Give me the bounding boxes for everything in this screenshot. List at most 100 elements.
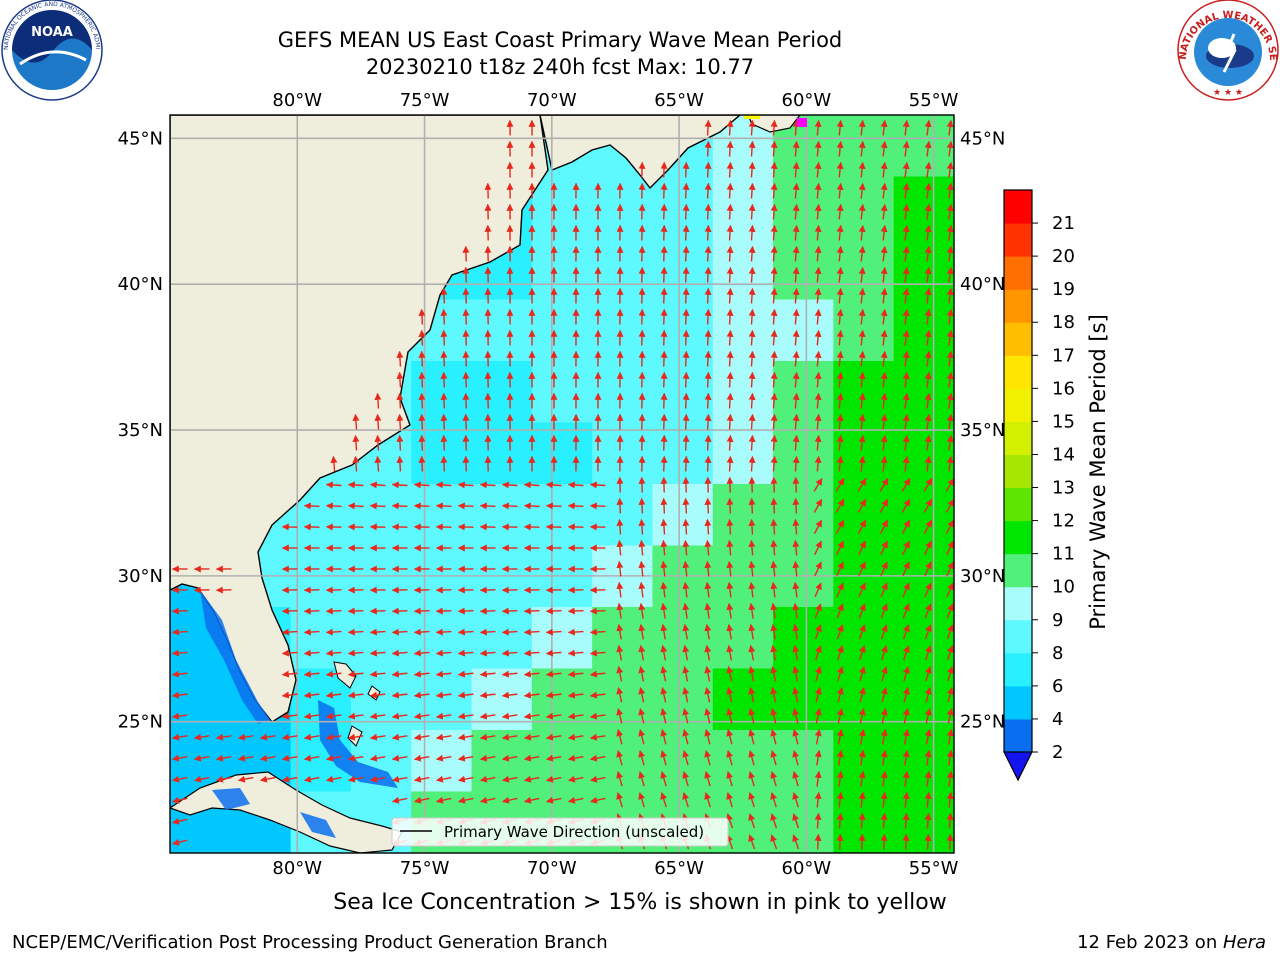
period-cell bbox=[531, 668, 593, 731]
wave-arrow bbox=[616, 644, 624, 661]
wave-arrow bbox=[259, 754, 276, 762]
wave-arrow bbox=[880, 455, 888, 472]
wave-arrow bbox=[946, 140, 954, 157]
colorbar-segment bbox=[1004, 421, 1032, 455]
wave-arrow bbox=[391, 691, 408, 699]
wave-arrow bbox=[616, 497, 624, 514]
wave-arrow bbox=[902, 119, 910, 136]
wave-arrow bbox=[880, 329, 888, 346]
wave-arrow bbox=[726, 119, 734, 136]
wave-arrow bbox=[281, 649, 298, 657]
wave-arrow bbox=[704, 161, 712, 178]
wave-arrow bbox=[638, 750, 646, 766]
wave-arrow bbox=[726, 539, 734, 556]
period-cell bbox=[411, 730, 473, 793]
period-cell bbox=[471, 607, 533, 670]
wave-arrow bbox=[352, 455, 360, 472]
period-cell bbox=[411, 607, 473, 670]
wave-arrow bbox=[814, 624, 822, 640]
wave-arrow bbox=[858, 266, 866, 283]
wave-arrow bbox=[616, 708, 624, 724]
wave-arrow bbox=[902, 708, 910, 724]
wave-arrow bbox=[726, 245, 734, 262]
wave-arrow bbox=[902, 666, 910, 682]
wave-arrow bbox=[901, 519, 911, 534]
wave-arrow bbox=[836, 266, 844, 283]
wave-arrow bbox=[770, 308, 778, 325]
wave-arrow bbox=[704, 665, 712, 682]
chart-title-line1: GEFS MEAN US East Coast Primary Wave Mea… bbox=[277, 28, 843, 52]
lon-label-bottom: 75°W bbox=[400, 858, 450, 879]
wave-arrow bbox=[836, 749, 844, 766]
wave-arrow bbox=[589, 607, 606, 615]
period-cell bbox=[833, 115, 895, 178]
wave-arrow bbox=[523, 607, 540, 615]
wave-arrow bbox=[660, 497, 668, 514]
wave-arrow bbox=[813, 519, 823, 534]
wave-arrow bbox=[748, 245, 756, 262]
colorbar-tick-label: 12 bbox=[1052, 511, 1075, 532]
wave-arrow bbox=[881, 645, 888, 661]
wave-arrow bbox=[440, 287, 448, 304]
wave-arrow bbox=[325, 502, 342, 510]
period-cell bbox=[893, 115, 954, 178]
wave-arrow bbox=[523, 775, 540, 783]
wave-arrow bbox=[858, 666, 866, 682]
wave-arrow bbox=[857, 519, 867, 534]
wave-arrow bbox=[748, 708, 756, 724]
wave-arrow bbox=[413, 733, 430, 741]
colorbar-segment bbox=[1004, 718, 1032, 753]
wave-arrow bbox=[836, 687, 844, 703]
wave-arrow bbox=[457, 754, 474, 762]
wave-arrow bbox=[836, 603, 844, 619]
wave-arrow bbox=[638, 686, 646, 703]
wave-arrow bbox=[479, 733, 496, 741]
wave-arrow bbox=[660, 371, 668, 388]
wave-arrow bbox=[435, 649, 452, 657]
wave-arrow bbox=[501, 775, 518, 783]
wave-arrow bbox=[748, 413, 756, 430]
lon-label-top: 80°W bbox=[272, 90, 322, 111]
wave-arrow bbox=[880, 687, 888, 703]
wave-arrow bbox=[501, 628, 518, 636]
wave-arrow bbox=[682, 350, 690, 367]
wave-arrow bbox=[748, 602, 756, 619]
wave-arrow bbox=[902, 308, 910, 325]
wave-arrow bbox=[457, 775, 474, 783]
wave-arrow bbox=[792, 539, 800, 556]
wave-arrow bbox=[391, 712, 408, 720]
wave-arrow bbox=[303, 775, 320, 783]
wave-arrow bbox=[770, 602, 778, 619]
wave-arrow bbox=[435, 796, 452, 804]
wave-arrow bbox=[770, 203, 778, 220]
wave-arrow bbox=[792, 224, 800, 241]
wave-arrow bbox=[638, 602, 646, 619]
wave-arrow bbox=[704, 729, 712, 745]
wave-arrow bbox=[748, 539, 756, 556]
wave-arrow bbox=[770, 539, 778, 556]
wave-arrow bbox=[418, 434, 426, 451]
wave-arrow bbox=[704, 119, 712, 136]
period-cell bbox=[531, 607, 593, 670]
colorbar-segment bbox=[1004, 355, 1032, 389]
wave-arrow bbox=[836, 455, 844, 472]
wave-arrow bbox=[391, 628, 408, 636]
period-cell bbox=[893, 176, 954, 239]
wave-arrow bbox=[660, 350, 668, 367]
wave-arrow bbox=[901, 477, 911, 492]
wave-arrow bbox=[682, 287, 690, 304]
period-cell bbox=[531, 484, 593, 547]
wave-arrow bbox=[172, 838, 188, 846]
legend-label: Primary Wave Direction (unscaled) bbox=[444, 823, 704, 841]
wave-arrow bbox=[303, 712, 320, 720]
period-cell bbox=[471, 361, 533, 424]
wave-arrow bbox=[857, 477, 867, 492]
wave-arrow bbox=[281, 775, 298, 783]
wave-arrow bbox=[435, 607, 452, 615]
wave-arrow bbox=[391, 607, 408, 615]
wave-arrow bbox=[792, 813, 800, 829]
wave-arrow bbox=[567, 628, 584, 636]
wave-arrow bbox=[858, 540, 866, 556]
wave-arrow bbox=[924, 329, 932, 346]
wave-arrow bbox=[589, 628, 606, 636]
